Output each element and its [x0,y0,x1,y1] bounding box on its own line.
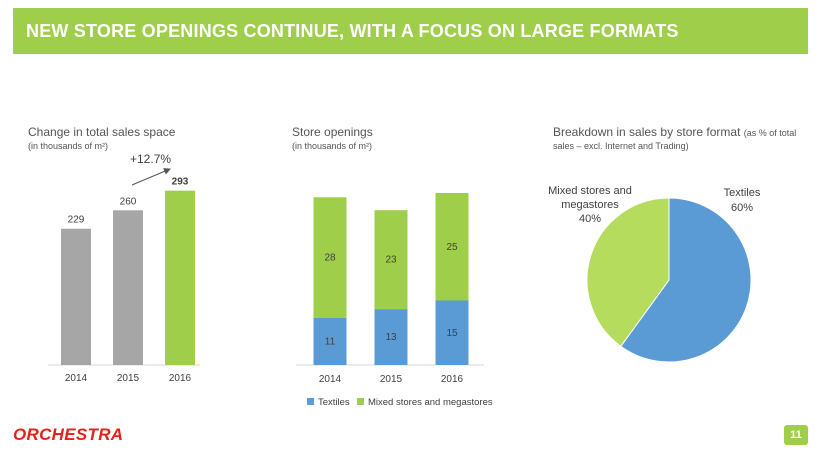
pie-label-mixed-pct: 40% [579,213,601,225]
sales-space-growth-annotation: +12.7% [130,152,171,166]
store-openings-xtick-2015: 2015 [380,374,403,385]
sales-space-bar-2015 [113,210,143,365]
legend-mixed-swatch [357,398,364,405]
sales-breakdown-chart-subtitle: sales – excl. Internet and Trading) [553,141,689,151]
legend-textiles-swatch [307,398,314,405]
store-openings-mixed-label-2014: 28 [324,253,336,264]
pie-label-mixed-line2: megastores [561,199,619,211]
store-openings-xtick-2014: 2014 [319,374,342,385]
sales-breakdown-title-note: (as % of total [743,128,797,138]
store-openings-mixed-label-2015: 23 [385,255,397,266]
sales-space-chart: 229 260 293 2014 2015 2016 +12.7% [48,152,200,384]
sales-space-growth-arrow [131,168,171,186]
sales-space-bar-2014 [61,228,91,365]
store-openings-textiles-label-2016: 15 [446,328,458,339]
sales-space-value-2015: 260 [120,196,137,207]
pie-slice-textiles [620,197,752,363]
store-openings-textiles-bar-2015 [374,309,408,365]
sales-space-xtick-2014: 2014 [65,373,88,384]
store-openings-mixed-bar-2016 [435,193,469,301]
legend-textiles-label: Textiles [318,397,350,408]
pie-label-textiles-pct: 60% [731,202,753,214]
store-openings-mixed-bar-2014 [313,197,347,318]
sales-space-xtick-2016: 2016 [169,373,192,384]
page-number-badge: 11 [784,425,808,445]
store-openings-textiles-label-2015: 13 [385,332,397,343]
store-openings-legend: Textiles Mixed stores and megastores [307,397,493,408]
store-openings-xtick-2016: 2016 [441,374,464,385]
store-openings-textiles-bar-2016 [435,300,469,365]
sales-breakdown-chart-title: Breakdown in sales by store format (as %… [553,125,796,139]
sales-breakdown-chart: Textiles 60% Mixed stores and megastores… [548,185,761,363]
store-openings-chart: 11 13 15 28 23 25 2014 2015 2016 Textile… [296,193,493,408]
sales-space-chart-subtitle: (in thousands of m²) [28,141,109,151]
store-openings-textiles-bar-2014 [313,317,347,365]
pie-label-mixed-line1: Mixed stores and [548,185,632,197]
sales-space-xtick-2015: 2015 [117,373,140,384]
store-openings-mixed-bar-2015 [374,210,408,310]
store-openings-mixed-label-2016: 25 [446,242,458,253]
legend-mixed-label: Mixed stores and megastores [368,397,493,408]
sales-space-value-2014: 229 [68,215,85,226]
sales-breakdown-title-text: Breakdown in sales by store format [553,125,741,139]
store-openings-textiles-label-2014: 11 [325,336,336,347]
page-title: NEW STORE OPENINGS CONTINUE, WITH A FOCU… [26,20,679,41]
orchestra-logo: ORCHESTRA [13,425,124,444]
sales-space-value-2016: 293 [172,177,189,188]
pie-slice-mixed-stores [586,197,670,348]
pie-label-textiles-name: Textiles [724,187,761,199]
store-openings-chart-subtitle: (in thousands of m²) [292,141,373,151]
sales-space-chart-title: Change in total sales space [28,125,176,139]
title-bar: NEW STORE OPENINGS CONTINUE, WITH A FOCU… [13,8,808,54]
store-openings-chart-title: Store openings [292,125,373,139]
sales-space-bar-2016 [165,190,195,365]
